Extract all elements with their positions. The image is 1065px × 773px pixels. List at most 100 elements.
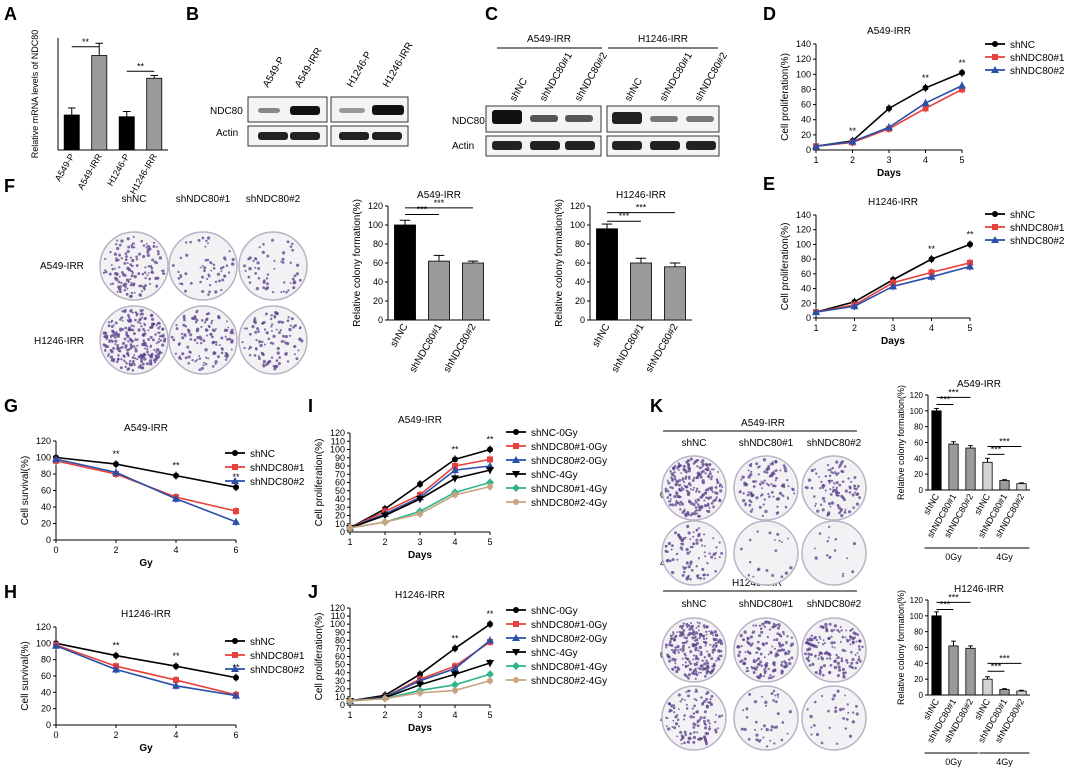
colony-dot bbox=[253, 354, 257, 357]
y-axis-label: Relative colony formation(%) bbox=[352, 199, 363, 327]
colony-dot bbox=[714, 633, 719, 637]
colony-dot bbox=[767, 653, 770, 656]
colony-dot bbox=[254, 266, 257, 269]
colony-dot bbox=[253, 317, 256, 320]
colony-dot bbox=[670, 644, 674, 648]
colony-dot bbox=[108, 339, 112, 343]
colony-dot bbox=[778, 491, 783, 496]
y-axis-label: Relative colony formation(%) bbox=[896, 385, 906, 500]
significance-label: ** bbox=[232, 472, 240, 482]
colony-dot bbox=[716, 480, 720, 485]
data-point bbox=[233, 484, 239, 491]
x-tick-label: 4 bbox=[173, 545, 178, 555]
colony-dot bbox=[830, 635, 833, 638]
colony-dot bbox=[701, 567, 705, 572]
colony-dot bbox=[703, 726, 708, 730]
colony-dot bbox=[845, 717, 849, 721]
y-tick-label: 40 bbox=[575, 277, 585, 287]
colony-dot bbox=[681, 624, 685, 628]
colony-dot bbox=[116, 357, 120, 361]
y-tick-label: 0 bbox=[580, 315, 585, 325]
colony-dot bbox=[786, 635, 789, 638]
colony-dot bbox=[692, 462, 696, 465]
colony-dot bbox=[828, 671, 832, 675]
data-point bbox=[885, 123, 893, 131]
colony-dot bbox=[671, 668, 675, 671]
colony-dot bbox=[684, 699, 686, 702]
colony-dot bbox=[135, 257, 139, 261]
colony-dot bbox=[675, 669, 679, 674]
y-tick-label: 20 bbox=[914, 675, 923, 684]
colony-dot bbox=[668, 493, 672, 497]
colony-dot bbox=[266, 254, 270, 258]
colony-dot bbox=[774, 460, 777, 463]
colony-dot bbox=[856, 633, 860, 636]
colony-dot bbox=[841, 574, 845, 578]
colony-dot bbox=[146, 250, 150, 254]
colony-dot bbox=[698, 629, 700, 632]
data-point bbox=[928, 256, 935, 263]
colony-dot bbox=[744, 502, 747, 506]
colony-dot bbox=[683, 652, 686, 656]
colony-dot bbox=[717, 649, 721, 653]
colony-dot bbox=[201, 289, 205, 293]
colony-dot bbox=[855, 502, 860, 506]
colony-dot bbox=[819, 486, 822, 490]
protein-band bbox=[492, 110, 522, 124]
colony-dot bbox=[702, 634, 706, 638]
colony-dot bbox=[124, 252, 128, 255]
colony-dot bbox=[156, 252, 160, 256]
colony-dot bbox=[776, 649, 779, 652]
colony-dot bbox=[697, 672, 700, 674]
colony-dot bbox=[125, 255, 128, 259]
colony-dot bbox=[774, 549, 778, 553]
colony-dot bbox=[813, 495, 816, 498]
colony-dot bbox=[712, 634, 715, 637]
colony-dot bbox=[675, 483, 678, 486]
data-point bbox=[416, 681, 424, 689]
colony-dot bbox=[257, 267, 261, 270]
colony-dot bbox=[851, 657, 855, 662]
colony-dot bbox=[810, 486, 814, 490]
colony-dot bbox=[748, 692, 752, 696]
colony-dot bbox=[835, 653, 838, 657]
y-tick-label: 0 bbox=[806, 313, 811, 323]
colony-dot bbox=[150, 313, 154, 317]
significance-label: ** bbox=[112, 449, 120, 459]
colony-dot bbox=[837, 665, 841, 669]
colony-dot bbox=[765, 727, 769, 732]
colony-dot bbox=[689, 550, 692, 553]
data-point bbox=[486, 670, 494, 679]
colony-dot bbox=[140, 366, 143, 369]
y-tick-label: 50 bbox=[335, 486, 345, 496]
legend-marker bbox=[232, 464, 238, 470]
colony-dot bbox=[105, 346, 108, 349]
protein-band bbox=[530, 141, 560, 150]
colony-dot bbox=[755, 733, 759, 737]
colony-dot bbox=[157, 326, 160, 330]
legend-entry: shNC-0Gy bbox=[531, 606, 578, 617]
colony-dot bbox=[198, 335, 202, 339]
data-point bbox=[487, 483, 493, 490]
colony-dot bbox=[811, 662, 815, 666]
colony-dot bbox=[692, 712, 696, 715]
legend-marker bbox=[513, 499, 519, 505]
colony-dot bbox=[159, 325, 162, 328]
colony-dot bbox=[255, 348, 258, 351]
colony-dot bbox=[185, 253, 189, 257]
legend-entry: shNC bbox=[1010, 210, 1035, 221]
colony-dot bbox=[698, 636, 701, 640]
colony-dot bbox=[695, 654, 698, 658]
colony-dot bbox=[689, 545, 693, 549]
y-axis-label: Cell survival(%) bbox=[20, 456, 31, 525]
bar bbox=[118, 116, 135, 151]
colony-dot bbox=[128, 295, 132, 298]
colony-dot bbox=[698, 466, 702, 470]
colony-dot bbox=[818, 651, 822, 655]
colony-dot bbox=[126, 348, 130, 352]
colony-dot bbox=[184, 272, 188, 276]
colony-dot bbox=[700, 461, 703, 464]
colony-dot bbox=[276, 346, 280, 351]
